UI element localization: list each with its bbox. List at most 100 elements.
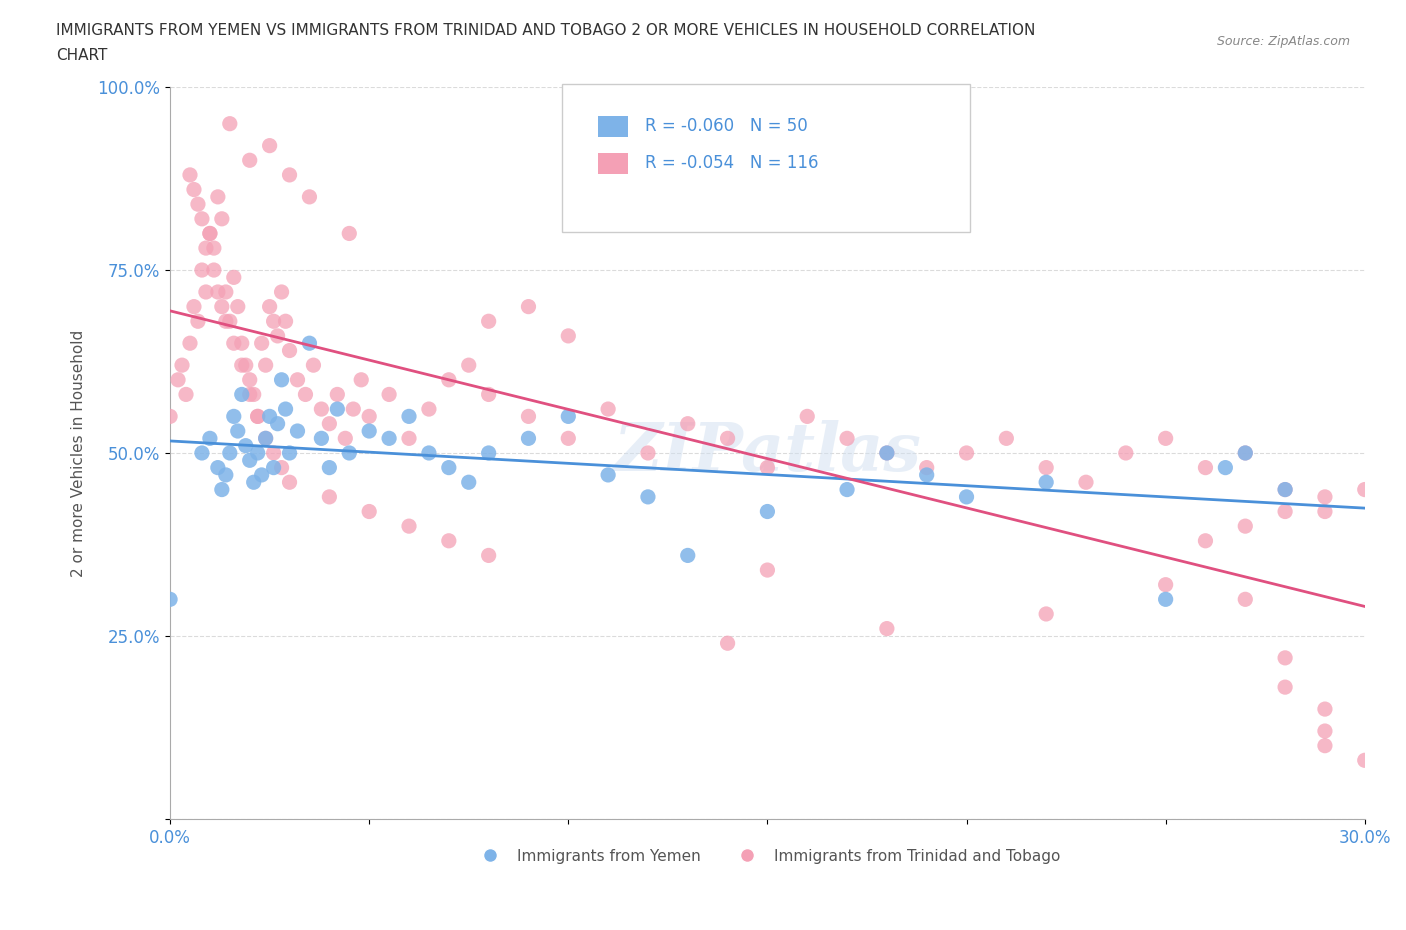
Point [437,533,460,548]
Point [1154,578,1177,592]
Point [191,262,214,277]
Point [194,285,217,299]
Point [218,313,240,328]
Point [211,299,233,314]
Point [198,431,221,445]
Point [259,409,281,424]
Point [716,636,738,651]
Point [337,445,360,460]
Point [226,299,249,314]
Point [1313,724,1336,738]
Point [1234,445,1257,460]
Point [183,182,205,197]
Point [557,409,579,424]
Point [1354,482,1376,497]
Point [335,431,357,445]
Point [359,504,381,519]
Point [298,336,321,351]
Point [398,409,420,424]
Point [218,116,240,131]
Point [915,460,938,475]
Point [350,372,373,387]
Point [676,548,699,563]
Point [191,211,214,226]
Point [1234,591,1257,606]
Point [167,372,190,387]
Point [478,313,501,328]
Text: R = -0.060   N = 50: R = -0.060 N = 50 [645,116,808,135]
Point [242,475,264,490]
Point [215,313,238,328]
Point [1234,445,1257,460]
Point [215,468,238,483]
Point [1274,680,1296,695]
Point [187,313,209,328]
Point [796,409,818,424]
Point [191,445,214,460]
Point [318,417,340,432]
Point [198,226,221,241]
Point [183,299,205,314]
Point [278,445,301,460]
Point [637,489,659,504]
Point [259,139,281,153]
Text: Source: ZipAtlas.com: Source: ZipAtlas.com [1216,35,1350,48]
Point [278,475,301,490]
Point [231,358,253,373]
Point [318,460,340,475]
Point [995,431,1018,445]
Point [187,197,209,212]
Point [254,358,277,373]
Point [211,211,233,226]
Point [174,387,197,402]
Text: ZIPatlas: ZIPatlas [613,420,921,485]
Point [202,241,225,256]
Point [215,285,238,299]
Point [418,402,440,417]
Point [222,409,245,424]
Point [218,445,240,460]
Point [235,358,257,373]
Point [287,372,309,387]
Point [1274,650,1296,665]
Point [235,438,257,453]
Point [1035,475,1057,490]
Text: IMMIGRANTS FROM YEMEN VS IMMIGRANTS FROM TRINIDAD AND TOBAGO 2 OR MORE VEHICLES : IMMIGRANTS FROM YEMEN VS IMMIGRANTS FROM… [56,23,1036,38]
Text: CHART: CHART [56,48,108,63]
Point [876,445,898,460]
Point [915,468,938,483]
Point [1194,533,1216,548]
Point [207,460,229,475]
Point [318,489,340,504]
Point [359,423,381,438]
Point [207,190,229,205]
Point [756,563,779,578]
Point [1154,431,1177,445]
Point [239,153,262,167]
Point [270,372,292,387]
Point [1194,460,1216,475]
Point [1274,504,1296,519]
Point [1313,489,1336,504]
Point [1313,701,1336,716]
Point [226,423,249,438]
Point [955,489,977,504]
Point [266,417,288,432]
Point [263,313,285,328]
Point [756,460,779,475]
Point [246,409,269,424]
Point [254,431,277,445]
Point [437,372,460,387]
Point [676,417,699,432]
Point [478,387,501,402]
Point [302,358,325,373]
Point [298,190,321,205]
Point [311,431,333,445]
Point [716,431,738,445]
Point [342,402,364,417]
Point [876,445,898,460]
Point [378,431,401,445]
Point [211,482,233,497]
Point [159,409,181,424]
Y-axis label: 2 or more Vehicles in Household: 2 or more Vehicles in Household [72,329,86,577]
